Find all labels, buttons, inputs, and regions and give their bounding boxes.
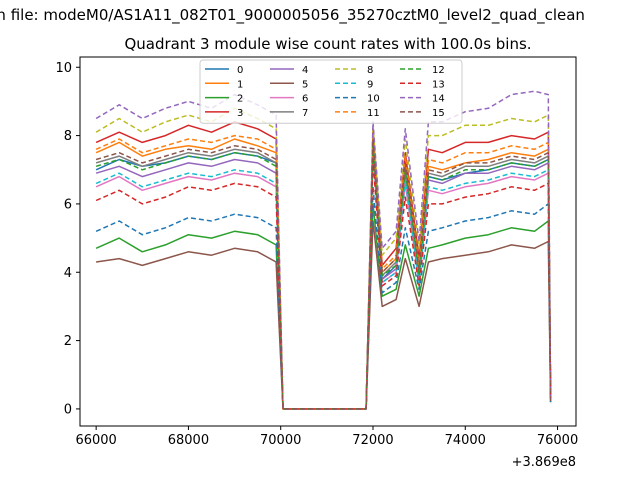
series-line-4	[95, 145, 552, 410]
legend-label-6: 6	[302, 94, 308, 105]
legend-label-2: 2	[237, 94, 243, 105]
series-line-7	[95, 138, 552, 410]
legend-label-5: 5	[302, 79, 308, 90]
series-line-13	[95, 158, 552, 410]
legend-label-0: 0	[237, 65, 243, 76]
legend-label-11: 11	[367, 108, 380, 119]
y-tick-label: 8	[64, 129, 72, 144]
legend-label-13: 13	[432, 79, 445, 90]
series-line-1	[95, 134, 552, 410]
series-line-5	[95, 220, 552, 410]
series-line-11	[95, 134, 552, 410]
legend-label-1: 1	[237, 79, 243, 90]
x-tick-label: 68000	[168, 433, 209, 448]
series-line-15	[95, 138, 552, 410]
series-line-2	[95, 203, 552, 410]
y-tick-label: 10	[55, 61, 72, 76]
x-tick-label: 76000	[537, 433, 578, 448]
y-tick-label: 4	[64, 266, 72, 281]
x-axis: 66000 68000 70000 72000 74000 76000	[75, 426, 578, 448]
y-tick-label: 2	[64, 334, 72, 349]
plot-lines	[95, 90, 552, 410]
legend-label-8: 8	[367, 65, 373, 76]
series-line-12	[95, 141, 552, 410]
x-tick-label: 74000	[445, 433, 486, 448]
x-tick-label: 70000	[260, 433, 301, 448]
series-line-6	[95, 151, 552, 410]
y-tick-label: 0	[64, 402, 72, 417]
legend-label-4: 4	[302, 65, 308, 76]
legend-label-10: 10	[367, 94, 380, 105]
y-axis: 0 2 4 6 8 10	[55, 61, 80, 417]
series-line-14	[95, 90, 552, 410]
legend-label-7: 7	[302, 108, 308, 119]
legend-label-9: 9	[367, 79, 373, 90]
x-tick-label: 66000	[75, 433, 116, 448]
series-line-10	[95, 186, 552, 410]
chart-title: Quadrant 3 module wise count rates with …	[124, 35, 532, 53]
legend-label-15: 15	[432, 108, 445, 119]
axes-frame	[79, 56, 577, 427]
series-line-3	[95, 121, 552, 410]
y-tick-label: 6	[64, 197, 72, 212]
x-tick-label: 72000	[352, 433, 393, 448]
x-offset-label: +3.869e8	[512, 455, 576, 470]
series-line-0	[95, 141, 552, 410]
legend-label-3: 3	[237, 108, 243, 119]
legend-label-14: 14	[432, 94, 445, 105]
legend-label-12: 12	[432, 65, 445, 76]
suptitle-text: In file: modeM0/AS1A11_082T01_9000005056…	[0, 6, 585, 24]
series-line-9	[95, 148, 552, 410]
figure-suptitle: In file: modeM0/AS1A11_082T01_9000005056…	[0, 6, 640, 26]
legend-box	[199, 59, 463, 124]
